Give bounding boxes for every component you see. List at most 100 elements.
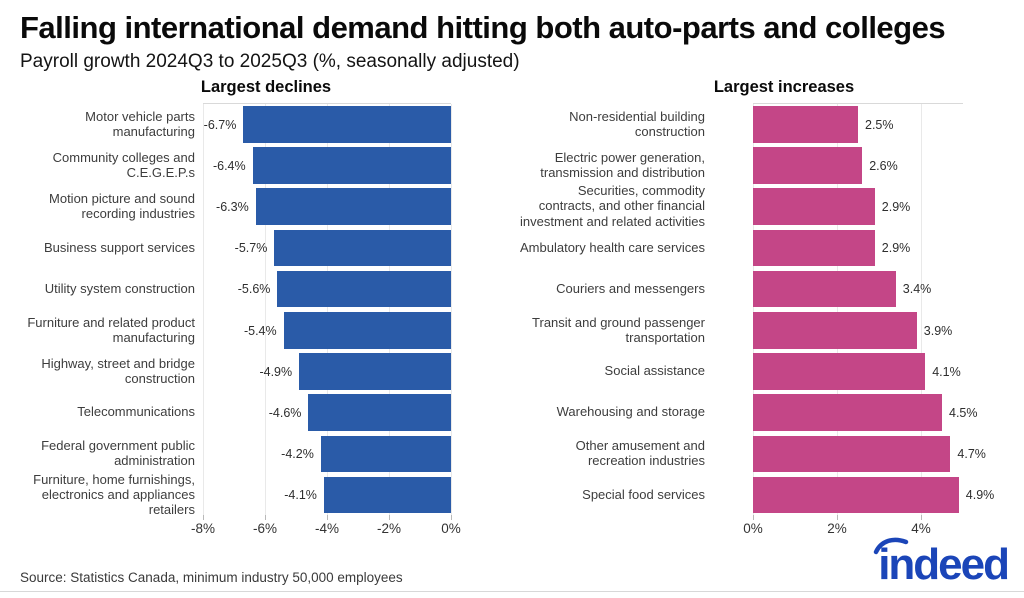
gridline: [836, 104, 838, 516]
x-tick: [326, 515, 328, 520]
value-label: -4.9%: [259, 364, 293, 379]
bar: [283, 312, 451, 349]
gridline: [450, 104, 452, 516]
bottom-divider: [0, 591, 1024, 592]
bar: [274, 229, 451, 267]
x-tick-label: 0%: [441, 521, 461, 536]
category-label: Warehousing and storage: [556, 404, 705, 420]
x-tick: [920, 515, 922, 520]
category-label: Utility system construction: [44, 280, 195, 296]
indeed-logo: indeed: [873, 537, 1010, 591]
value-label: 2.6%: [869, 158, 898, 173]
bar: [753, 188, 875, 226]
category-label: Ambulatory health care services: [520, 239, 705, 255]
indeed-logo-text: indeed: [878, 540, 1010, 589]
value-label: -5.4%: [243, 323, 277, 338]
bar: [753, 353, 926, 390]
declines-category-labels: Motor vehicle parts manufacturing Communi…: [10, 103, 195, 517]
category-label: Securities, commodity contracts, and oth…: [520, 183, 705, 229]
value-label: -6.4%: [212, 158, 246, 173]
bar: [753, 229, 875, 267]
value-label: 4.5%: [949, 405, 978, 420]
value-label: -5.7%: [234, 241, 268, 256]
figure-title: Falling international demand hitting bot…: [20, 10, 946, 45]
bar: [277, 270, 451, 308]
value-label: 4.1%: [932, 364, 961, 379]
indeed-logo-arc-icon: [873, 537, 909, 555]
value-label: 4.7%: [957, 447, 986, 462]
value-label: 2.9%: [881, 199, 911, 214]
category-label: Telecommunications: [77, 404, 195, 420]
value-label: -6.3%: [216, 199, 249, 214]
x-tick: [752, 515, 754, 520]
x-tick-label: 2%: [827, 521, 847, 536]
bar: [299, 353, 451, 390]
bar: [753, 394, 942, 432]
x-tick-label: -8%: [190, 521, 216, 536]
category-label: Community colleges and C.E.G.E.P.s: [52, 149, 195, 180]
category-label: Special food services: [582, 486, 705, 502]
bar: [753, 106, 858, 143]
category-label: Highway, street and bridge construction: [41, 355, 195, 386]
x-tick: [264, 515, 266, 520]
bar: [320, 435, 451, 473]
bar: [753, 476, 959, 514]
category-label: Transit and ground passenger transportat…: [532, 314, 705, 345]
category-label: Business support services: [43, 239, 195, 255]
bar: [308, 394, 451, 432]
bar: [753, 147, 863, 184]
bar: [255, 188, 451, 226]
bar: [753, 270, 896, 308]
source-note: Source: Statistics Canada, minimum indus…: [20, 570, 403, 585]
figure-subtitle: Payroll growth 2024Q3 to 2025Q3 (%, seas…: [20, 51, 520, 72]
declines-chart-title: Largest declines: [200, 78, 332, 96]
category-label: Couriers and messengers: [556, 280, 705, 296]
category-label: Federal government public administration: [41, 438, 195, 469]
value-label: -4.2%: [281, 447, 314, 462]
declines-plot: -6.7% -6.4% -6.3% -5.7% -5.6% -5.4% -4.9% -4.6%…: [202, 103, 452, 516]
x-tick: [836, 515, 838, 520]
category-label: Motion picture and sound recording indus…: [49, 190, 195, 221]
increases-category-labels: Non-residential building construction Ele…: [518, 103, 705, 515]
value-label: -5.6%: [237, 282, 271, 297]
bar: [753, 312, 917, 349]
gridline: [326, 104, 328, 516]
value-label: 4.9%: [965, 488, 995, 503]
bar: [243, 106, 451, 143]
value-label: -4.6%: [268, 405, 302, 420]
category-label: Other amusement and recreation industrie…: [575, 438, 705, 469]
value-label: -6.7%: [203, 117, 237, 132]
x-tick-label: -4%: [314, 521, 340, 536]
bar: [753, 435, 951, 473]
x-tick-label: -6%: [252, 521, 278, 536]
category-label: Social assistance: [604, 363, 705, 379]
x-tick: [388, 515, 390, 520]
category-label: Non-residential building construction: [569, 108, 705, 139]
increases-plot: 2.5% 2.6% 2.9% 2.9% 3.4% 3.9% 4.1% 4.5% 4.7% 4.9%: [752, 103, 994, 516]
declines-x-axis: -8% -6% -4% -2% 0%: [191, 515, 461, 539]
gridline: [264, 104, 266, 516]
value-label: 3.4%: [902, 282, 932, 297]
bar: [252, 147, 451, 184]
x-tick: [450, 515, 452, 520]
gridline: [752, 104, 754, 516]
increases-x-axis: 0% 2% 4%: [743, 515, 963, 539]
bar: [323, 476, 451, 514]
gridline: [920, 104, 922, 516]
category-label: Electric power generation, transmission …: [540, 149, 705, 180]
increases-chart-title: Largest increases: [713, 78, 855, 96]
category-label: Furniture and related product manufactur…: [27, 314, 195, 345]
value-label: -4.1%: [284, 488, 317, 503]
x-tick: [202, 515, 204, 520]
category-label: Motor vehicle parts manufacturing: [85, 108, 195, 139]
category-label: Furniture, home furnishings, electronics…: [33, 471, 195, 517]
gridline: [388, 104, 390, 516]
value-label: 2.9%: [881, 241, 911, 256]
x-tick-label: 0%: [743, 521, 763, 536]
value-label: 3.9%: [923, 323, 953, 338]
x-tick-label: 4%: [911, 521, 931, 536]
gridline: [202, 104, 204, 516]
x-tick-label: -2%: [376, 521, 402, 536]
value-label: 2.5%: [865, 117, 894, 132]
